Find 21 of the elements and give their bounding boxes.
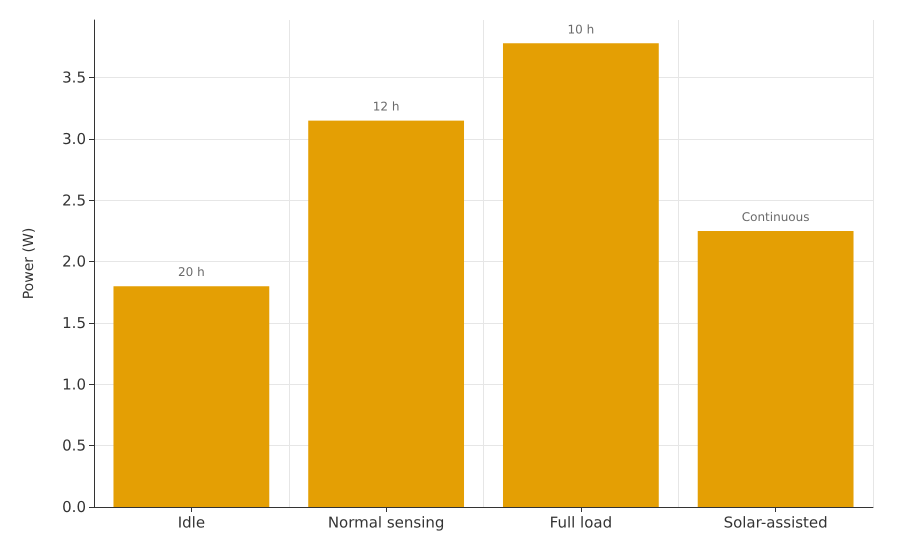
x-tick-label: Full load <box>550 514 612 532</box>
y-tick-label: 1.5 <box>62 314 86 332</box>
y-tick-label: 3.0 <box>62 130 86 148</box>
bar <box>698 230 854 507</box>
x-tick-label: Normal sensing <box>328 514 444 532</box>
annotation: 20 h <box>178 265 205 280</box>
y-axis-title: Power (W) <box>21 228 37 300</box>
annotation: 10 h <box>568 22 594 36</box>
bar <box>502 43 659 507</box>
y-tick-label: 0.0 <box>62 498 86 516</box>
y-tick-label: 0.5 <box>62 436 86 455</box>
y-tick-label: 3.5 <box>62 68 86 87</box>
x-tick-label: Solar-assisted <box>724 514 828 532</box>
x-tick-label: Idle <box>178 514 206 532</box>
y-tick-label: 2.5 <box>62 191 86 210</box>
y-tick-label: 2.0 <box>62 252 86 271</box>
bar <box>308 120 464 507</box>
annotation: Continuous <box>742 210 810 224</box>
bar <box>113 286 270 507</box>
annotation: 12 h <box>372 100 400 114</box>
y-tick-label: 1.0 <box>62 375 86 394</box>
